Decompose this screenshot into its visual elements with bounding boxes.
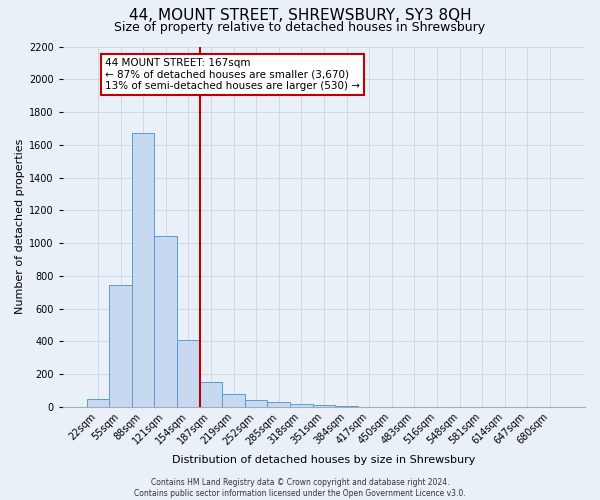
Bar [177,340,200,407]
Bar [222,394,245,407]
Bar [86,398,109,407]
Y-axis label: Number of detached properties: Number of detached properties [15,139,25,314]
Text: Contains HM Land Registry data © Crown copyright and database right 2024.
Contai: Contains HM Land Registry data © Crown c… [134,478,466,498]
Bar [109,285,132,407]
Bar [268,402,290,407]
Text: 44, MOUNT STREET, SHREWSBURY, SY3 8QH: 44, MOUNT STREET, SHREWSBURY, SY3 8QH [128,8,472,22]
Bar [154,236,177,407]
Bar [290,404,313,407]
Bar [313,405,335,407]
Bar [335,406,358,407]
X-axis label: Distribution of detached houses by size in Shrewsbury: Distribution of detached houses by size … [172,455,476,465]
Text: Size of property relative to detached houses in Shrewsbury: Size of property relative to detached ho… [115,21,485,34]
Bar [132,134,154,407]
Text: 44 MOUNT STREET: 167sqm
← 87% of detached houses are smaller (3,670)
13% of semi: 44 MOUNT STREET: 167sqm ← 87% of detache… [105,58,360,91]
Bar [245,400,268,407]
Bar [200,382,222,407]
